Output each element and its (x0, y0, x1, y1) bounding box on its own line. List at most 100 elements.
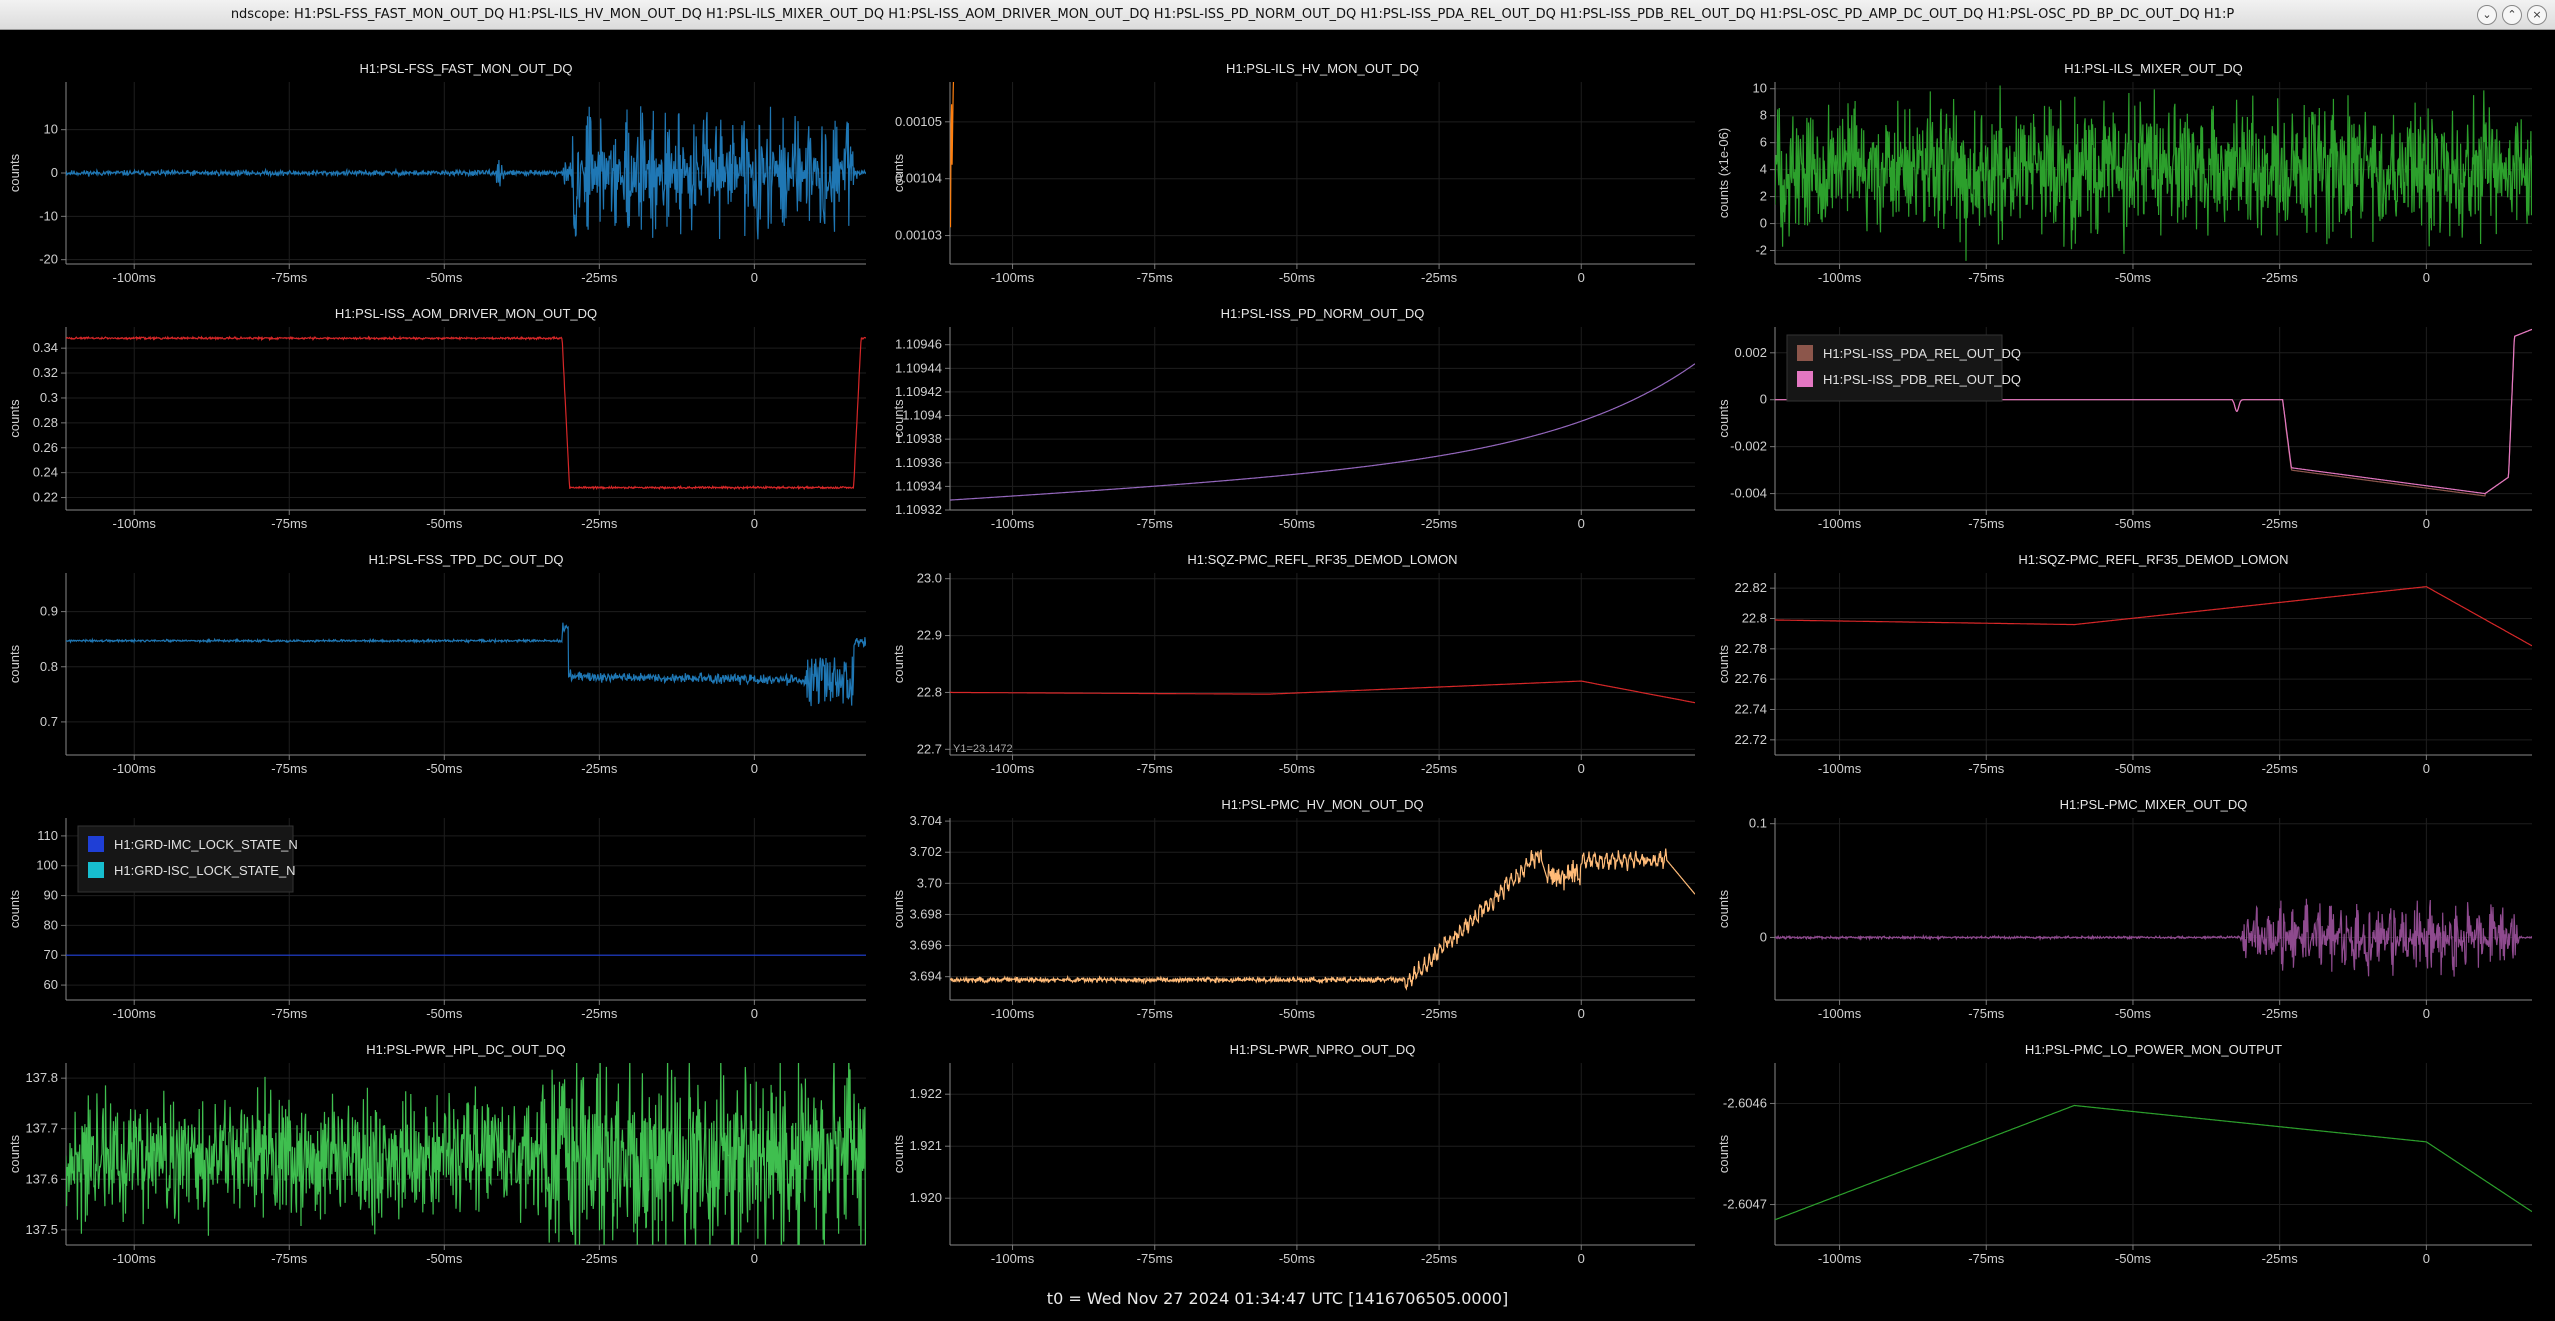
x-tick-label: 0 (1578, 270, 1585, 285)
y-tick-label: 0.8 (40, 659, 58, 674)
y-axis-label: counts (7, 1134, 22, 1173)
x-tick-label: 0 (2423, 1251, 2430, 1266)
x-tick-label: 0 (1578, 1251, 1585, 1266)
y-tick-label: 0.1 (1749, 816, 1767, 831)
x-tick-label: 0 (1578, 516, 1585, 531)
x-tick-label: -25ms (581, 270, 618, 285)
y-axis-label: counts (1716, 399, 1731, 438)
plot-4: H1:PSL-ISS_AOM_DRIVER_MON_OUT_DQ -100ms -7… (7, 306, 866, 531)
legend-box (1786, 334, 2003, 402)
y-axis-label: counts (7, 153, 22, 192)
window-titlebar: ndscope: H1:PSL-FSS_FAST_MON_OUT_DQ H1:P… (0, 0, 2555, 30)
x-tick-label: -50ms (1279, 270, 1316, 285)
series-line-1 (1775, 898, 2532, 977)
y-tick-label: 23.0 (917, 571, 942, 586)
plot-title: H1:PSL-PMC_LO_POWER_MON_OUTPUT (2025, 1042, 2282, 1057)
plot-title: H1:PSL-ISS_PD_NORM_OUT_DQ (1221, 306, 1425, 321)
plot-title: H1:PSL-ISS_AOM_DRIVER_MON_OUT_DQ (335, 306, 597, 321)
x-tick-label: -100ms (1818, 1251, 1862, 1266)
plot-10: -100ms -75ms -50ms -25ms 0 110 100 90 80 70 60 coun… (7, 818, 866, 1021)
x-tick-label: -25ms (1421, 761, 1458, 776)
y-tick-label: 22.74 (1734, 702, 1767, 717)
y-tick-label: 3.704 (909, 813, 942, 828)
plot-12: H1:PSL-PMC_MIXER_OUT_DQ -100ms -75ms -50ms -… (1716, 797, 2532, 1021)
close-button[interactable]: × (2527, 5, 2547, 25)
plot-legend: H1:GRD-IMC_LOCK_STATE_N H1:GRD-ISC_LOCK_S… (77, 825, 298, 893)
legend-label: H1:PSL-ISS_PDA_REL_OUT_DQ (1823, 346, 2021, 361)
plot-title: H1:PSL-PMC_HV_MON_OUT_DQ (1221, 797, 1423, 812)
y-tick-label: 0.24 (33, 465, 58, 480)
x-tick-label: -25ms (2262, 1251, 2299, 1266)
x-tick-label: -100ms (113, 516, 157, 531)
cursor-readout: Y1=23.1472 (953, 743, 1013, 755)
x-tick-label: -75ms (1137, 1251, 1174, 1266)
x-tick-label: -50ms (2115, 1006, 2152, 1021)
y-tick-label: 0.00105 (895, 114, 942, 129)
y-tick-label: 80 (44, 917, 58, 932)
x-tick-label: -25ms (581, 761, 618, 776)
y-tick-label: 3.698 (909, 906, 942, 921)
x-tick-label: -100ms (991, 1006, 1035, 1021)
y-tick-label: 1.10932 (895, 502, 942, 517)
x-tick-label: -75ms (271, 1251, 308, 1266)
series-line-1 (66, 106, 866, 240)
x-tick-label: -100ms (991, 516, 1035, 531)
y-tick-label: -10 (39, 208, 58, 223)
plot-8: H1:SQZ-PMC_REFL_RF35_DEMOD_LOMON -100ms -7… (891, 552, 1695, 776)
close-icon: × (2532, 8, 2542, 21)
x-tick-label: -75ms (271, 270, 308, 285)
series-line-1 (1775, 85, 2532, 261)
y-tick-label: 3.696 (909, 938, 942, 953)
x-tick-label: -25ms (581, 516, 618, 531)
y-axis-label: counts (891, 644, 906, 683)
plot-title: H1:PSL-FSS_TPD_DC_OUT_DQ (368, 552, 563, 567)
x-tick-label: -50ms (2115, 761, 2152, 776)
x-tick-label: -75ms (271, 516, 308, 531)
plot-grid: H1:PSL-FSS_FAST_MON_OUT_DQ -100ms -75ms -50… (7, 61, 2532, 1266)
plot-9: H1:SQZ-PMC_REFL_RF35_DEMOD_LOMON -100ms -7… (1716, 552, 2532, 776)
y-tick-label: 22.82 (1734, 580, 1767, 595)
y-tick-label: 6 (1760, 135, 1767, 150)
x-tick-label: 0 (751, 1006, 758, 1021)
y-tick-label: -2.6046 (1723, 1095, 1767, 1110)
y-tick-label: 0 (1760, 392, 1767, 407)
x-tick-label: -50ms (1279, 1251, 1316, 1266)
y-tick-label: 1.10946 (895, 337, 942, 352)
x-tick-label: -25ms (2262, 516, 2299, 531)
x-tick-label: -50ms (2115, 270, 2152, 285)
x-tick-label: -50ms (426, 516, 463, 531)
y-tick-label: 22.78 (1734, 641, 1767, 656)
x-tick-label: -25ms (581, 1006, 618, 1021)
y-tick-label: 1.921 (909, 1138, 942, 1153)
plot-3: H1:PSL-ILS_MIXER_OUT_DQ -100ms -75ms -50ms -… (1716, 61, 2532, 285)
chevron-down-icon: ⌄ (2482, 8, 2492, 21)
minimize-button[interactable]: ⌄ (2477, 5, 2497, 25)
y-tick-label: 10 (1753, 81, 1767, 96)
y-axis-label: counts (891, 399, 906, 438)
y-tick-label: 0 (1760, 216, 1767, 231)
x-tick-label: -75ms (1137, 761, 1174, 776)
y-tick-label: 0 (1760, 929, 1767, 944)
y-tick-label: 100 (36, 858, 58, 873)
x-tick-label: -75ms (1968, 1006, 2005, 1021)
y-tick-label: 90 (44, 888, 58, 903)
x-tick-label: 0 (2423, 270, 2430, 285)
x-tick-label: -100ms (1818, 1006, 1862, 1021)
y-tick-label: 110 (37, 828, 58, 843)
y-tick-label: 0.9 (40, 604, 58, 619)
y-axis-label: counts (7, 644, 22, 683)
y-tick-label: 1.10942 (895, 384, 942, 399)
y-tick-label: 1.10944 (895, 360, 942, 375)
y-tick-label: 3.694 (909, 969, 942, 984)
x-tick-label: -100ms (113, 1251, 157, 1266)
y-tick-label: -0.004 (1730, 486, 1767, 501)
y-tick-label: 2 (1760, 189, 1767, 204)
maximize-button[interactable]: ⌃ (2502, 5, 2522, 25)
x-tick-label: 0 (751, 516, 758, 531)
x-tick-label: -25ms (1421, 1006, 1458, 1021)
y-tick-label: 0.26 (33, 440, 58, 455)
legend-swatch (88, 836, 104, 852)
window-title: ndscope: H1:PSL-FSS_FAST_MON_OUT_DQ H1:P… (230, 7, 2235, 22)
x-tick-label: -100ms (113, 1006, 157, 1021)
y-axis-label: counts (891, 889, 906, 928)
